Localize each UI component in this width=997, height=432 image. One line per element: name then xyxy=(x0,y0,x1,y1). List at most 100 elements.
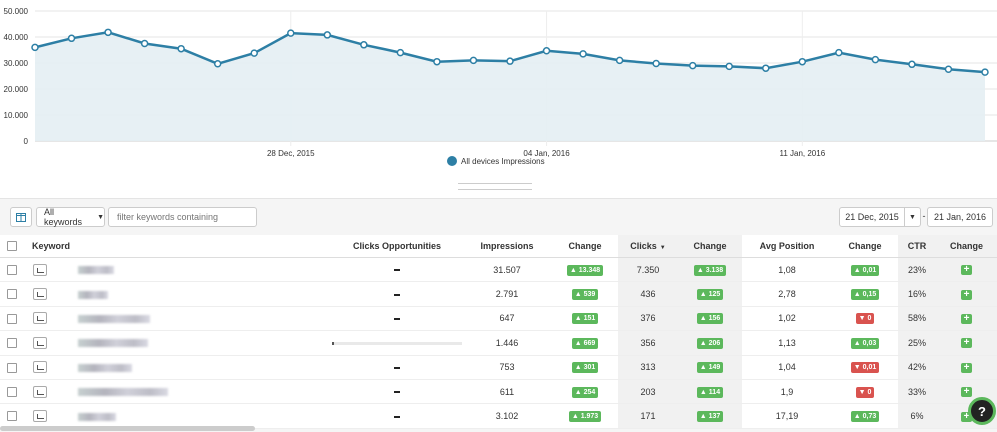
header-clicks[interactable]: Clicks ▼ xyxy=(618,235,679,258)
resize-handle[interactable] xyxy=(458,183,532,190)
chart-icon[interactable] xyxy=(33,361,47,374)
row-checkbox[interactable] xyxy=(7,362,17,373)
data-point xyxy=(360,41,368,49)
date-dropdown-button[interactable]: ▼ xyxy=(904,207,921,227)
header-avg-position[interactable]: Avg Position xyxy=(742,235,833,258)
date-from-field[interactable]: 21 Dec, 2015 xyxy=(839,207,905,227)
keyword-cell[interactable] xyxy=(78,355,333,380)
header-impressions[interactable]: Impressions xyxy=(462,235,553,258)
keyword-cell[interactable] xyxy=(78,306,333,332)
ctr-cell: 25% xyxy=(898,330,937,356)
expand-plus-icon[interactable]: + xyxy=(961,265,973,276)
ctr-change-cell[interactable]: + xyxy=(936,281,997,307)
expand-plus-icon[interactable]: + xyxy=(961,289,973,300)
row-select[interactable] xyxy=(0,306,24,332)
row-checkbox[interactable] xyxy=(7,289,17,300)
y-tick-label: 20.000 xyxy=(4,85,29,94)
row-checkbox[interactable] xyxy=(7,386,17,397)
row-select[interactable] xyxy=(0,281,24,307)
row-select[interactable] xyxy=(0,330,24,356)
opportunity-dash xyxy=(394,318,401,321)
keyword-cell[interactable] xyxy=(78,281,333,307)
keyword-cell[interactable] xyxy=(78,257,333,283)
header-ctr[interactable]: CTR xyxy=(898,235,937,258)
opportunity-dash xyxy=(394,415,401,418)
header-clicks-opportunities[interactable]: Clicks Opportunities xyxy=(332,235,463,258)
impressions-change-badge: ▲ 151 xyxy=(571,313,599,325)
chart-icon[interactable] xyxy=(33,336,47,349)
row-chart-cell[interactable] xyxy=(24,281,80,307)
row-chart-cell[interactable] xyxy=(24,403,80,429)
row-checkbox[interactable] xyxy=(7,338,17,349)
row-chart-cell[interactable] xyxy=(24,379,80,405)
ctr-cell: 16% xyxy=(898,281,937,307)
impressions-cell: 647 xyxy=(462,306,553,332)
table-row[interactable]: 3.102 ▲ 1.973 171 ▲ 137 17,19 ▲ 0,73 6% + xyxy=(0,403,997,429)
redacted-keyword xyxy=(78,363,132,372)
header-clicks-change[interactable]: Change xyxy=(678,235,743,258)
date-to-field[interactable]: 21 Jan, 2016 xyxy=(927,207,993,227)
table-row[interactable]: 31.507 ▲ 13.348 7.350 ▲ 3.138 1,08 ▲ 0,01 23% + xyxy=(0,257,997,283)
expand-plus-icon[interactable]: + xyxy=(961,411,973,422)
columns-button[interactable] xyxy=(10,207,32,227)
table-row[interactable]: 753 ▲ 301 313 ▲ 149 1,04 ▼ 0,01 42% + xyxy=(0,355,997,380)
expand-plus-icon[interactable]: + xyxy=(961,362,973,373)
keyword-cell[interactable] xyxy=(78,330,333,356)
ctr-change-cell[interactable]: + xyxy=(936,257,997,283)
keyword-cell[interactable] xyxy=(78,379,333,405)
chart-icon[interactable] xyxy=(33,263,47,276)
series-area xyxy=(35,32,985,141)
keywords-dropdown[interactable]: All keywords ▼ xyxy=(36,207,105,227)
data-point xyxy=(908,60,916,69)
clicks-change-cell: ▲ 206 xyxy=(678,330,743,356)
row-chart-cell[interactable] xyxy=(24,355,80,380)
data-point xyxy=(250,49,258,57)
header-impressions-change[interactable]: Change xyxy=(552,235,619,258)
row-checkbox[interactable] xyxy=(7,265,17,275)
header-ctr-change[interactable]: Change xyxy=(936,235,997,258)
select-all-checkbox[interactable] xyxy=(7,241,17,252)
row-select[interactable] xyxy=(0,403,24,429)
y-tick-label: 30.000 xyxy=(4,59,29,68)
row-checkbox[interactable] xyxy=(7,411,17,422)
ctr-change-cell[interactable]: + xyxy=(936,330,997,356)
expand-plus-icon[interactable]: + xyxy=(961,313,973,324)
chart-icon[interactable] xyxy=(33,288,47,301)
clicks-cell: 356 xyxy=(618,330,679,356)
ctr-change-cell[interactable]: + xyxy=(936,355,997,380)
row-select[interactable] xyxy=(0,379,24,405)
select-all-header[interactable] xyxy=(0,235,24,258)
keyword-cell[interactable] xyxy=(78,403,333,429)
impressions-change-cell: ▲ 151 xyxy=(552,306,619,332)
table-row[interactable]: 2.791 ▲ 539 436 ▲ 125 2,78 ▲ 0,15 16% + xyxy=(0,281,997,307)
redacted-keyword xyxy=(78,315,150,324)
ctr-change-cell[interactable]: + xyxy=(936,306,997,332)
row-checkbox[interactable] xyxy=(7,313,17,324)
x-tick-label: 28 Dec, 2015 xyxy=(267,149,315,158)
row-chart-cell[interactable] xyxy=(24,330,80,356)
chart-icon[interactable] xyxy=(33,312,47,325)
chart-icon[interactable] xyxy=(33,385,47,398)
clicks-opportunities-cell xyxy=(332,403,463,429)
table-row[interactable]: 611 ▲ 254 203 ▲ 114 1,9 ▼ 0 33% + xyxy=(0,379,997,405)
row-select[interactable] xyxy=(0,355,24,380)
impressions-change-badge: ▲ 301 xyxy=(571,362,599,374)
data-point xyxy=(213,60,222,68)
expand-plus-icon[interactable]: + xyxy=(961,387,973,398)
clicks-cell: 171 xyxy=(618,403,679,429)
chart-legend[interactable]: All devices Impressions xyxy=(447,156,545,166)
chart-icon[interactable] xyxy=(33,410,47,423)
expand-plus-icon[interactable]: + xyxy=(961,338,973,349)
row-chart-cell[interactable] xyxy=(24,306,80,332)
clicks-change-cell: ▲ 149 xyxy=(678,355,743,380)
redacted-keyword xyxy=(78,388,168,397)
row-select[interactable] xyxy=(0,257,24,283)
header-position-change[interactable]: Change xyxy=(832,235,899,258)
table-row[interactable]: 647 ▲ 151 376 ▲ 156 1,02 ▼ 0 58% + xyxy=(0,306,997,332)
help-button[interactable]: ? xyxy=(968,397,996,425)
keyword-filter-input[interactable] xyxy=(108,207,257,227)
row-chart-cell[interactable] xyxy=(24,257,80,283)
horizontal-scrollbar[interactable] xyxy=(0,426,255,431)
table-row[interactable]: 1.446 ▲ 669 356 ▲ 206 1,13 ▲ 0,03 25% + xyxy=(0,330,997,356)
header-keyword[interactable]: Keyword xyxy=(24,235,333,258)
